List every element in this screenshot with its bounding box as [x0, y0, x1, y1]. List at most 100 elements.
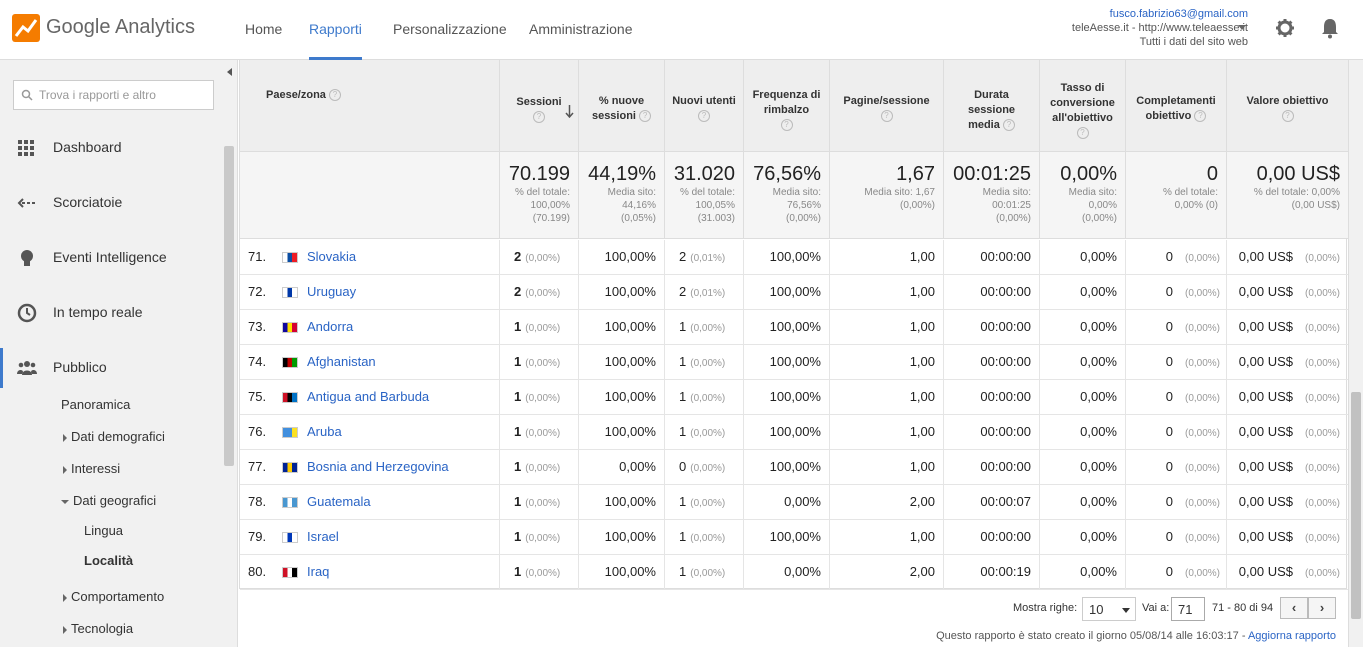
cell-value: 1 — [514, 564, 522, 579]
cell-value: 1,00 — [909, 319, 935, 334]
sidebar-sub-localita[interactable]: Località — [84, 553, 134, 568]
people-icon — [17, 361, 37, 375]
sidebar: Trova i rapporti e altro Dashboard Scorc… — [0, 60, 238, 647]
country-link[interactable]: Afghanistan — [307, 354, 376, 369]
country-link[interactable]: Bosnia and Herzegovina — [307, 459, 449, 474]
cell-value: 00:00:00 — [980, 284, 1031, 299]
page-scrollbar-thumb[interactable] — [1351, 392, 1361, 619]
google-analytics-logo[interactable]: Google Analytics — [12, 14, 195, 44]
totals-row-label — [240, 151, 500, 239]
prev-page-button[interactable]: ‹ — [1280, 597, 1308, 619]
total-value: 70.199 — [508, 163, 570, 185]
rows-per-page-select[interactable]: 10 — [1082, 597, 1136, 621]
cell-value: 0,00% — [1080, 494, 1117, 509]
cell-bounce: 0,00% — [744, 555, 830, 590]
cell-duration: 00:00:07 — [944, 485, 1040, 520]
col-header-value[interactable]: Valore obiettivo? — [1227, 60, 1348, 151]
col-header-new-users[interactable]: Nuovi utenti ? — [665, 60, 744, 151]
cell-percent: (0,00%) — [525, 358, 561, 369]
sidebar-sub-panoramica[interactable]: Panoramica — [61, 397, 131, 412]
next-page-button[interactable]: › — [1308, 597, 1336, 619]
cell-value: 0,00 US$ — [1238, 564, 1293, 579]
refresh-report-link[interactable]: Aggiorna rapporto — [1247, 630, 1336, 642]
nav-rapporti[interactable]: Rapporti — [309, 0, 362, 60]
nav-home[interactable]: Home — [245, 21, 283, 37]
help-icon[interactable]: ? — [1194, 110, 1207, 123]
sidebar-sub-lingua[interactable]: Lingua — [84, 523, 124, 538]
gear-icon[interactable] — [1275, 18, 1295, 38]
cell-percent: (0,00%) — [1304, 533, 1340, 544]
cell-value: 0 — [1165, 459, 1173, 474]
total-pages: 1,67 Media sito: 1,67 (0,00%) — [830, 151, 944, 239]
row-number: 73. — [248, 319, 267, 334]
country-link[interactable]: Guatemala — [307, 494, 371, 509]
shortcut-arrow-icon — [17, 198, 37, 208]
table-row: 77. Bosnia and Herzegovina 1 (0,00%) 0,00% 0(… — [240, 450, 1348, 485]
col-header-completions[interactable]: Completamenti obiettivo ? — [1126, 60, 1227, 151]
nav-amministrazione[interactable]: Amministrazione — [529, 21, 633, 37]
help-icon[interactable]: ? — [533, 111, 545, 124]
sidebar-item-tempo-reale[interactable]: In tempo reale — [0, 293, 222, 333]
help-icon[interactable]: ? — [1002, 119, 1015, 132]
col-header-sessions[interactable]: Sessioni? — [500, 60, 579, 151]
country-link[interactable]: Israel — [307, 529, 339, 544]
expand-arrow-icon — [63, 625, 67, 634]
cell-percent: (0,00%) — [1184, 428, 1220, 439]
country-link[interactable]: Aruba — [307, 424, 342, 439]
sidebar-item-pubblico[interactable]: Pubblico — [0, 348, 222, 388]
sidebar-sub-dati-demografici[interactable]: Dati demografici — [63, 429, 165, 444]
col-header-label: Sessioni — [516, 96, 562, 108]
cell-new-sessions: 100,00% — [579, 310, 665, 345]
country-link[interactable]: Slovakia — [307, 249, 357, 264]
col-header-duration[interactable]: Durata sessione media ? — [944, 60, 1040, 151]
total-caption: Media sito: — [982, 187, 1031, 198]
help-icon[interactable]: ? — [1076, 127, 1089, 140]
cell-new-users: 2 (0,01%) — [665, 240, 744, 275]
sidebar-scrollbar[interactable] — [224, 146, 234, 466]
nav-personalizzazione[interactable]: Personalizzazione — [393, 21, 507, 37]
cell-percent: (0,00%) — [690, 323, 726, 334]
sidebar-sub-interessi[interactable]: Interessi — [63, 461, 120, 476]
country-link[interactable]: Antigua and Barbuda — [307, 389, 430, 404]
cell-new-users: 1 (0,00%) — [665, 485, 744, 520]
col-header-bounce[interactable]: Frequenza di rimbalzo? — [744, 60, 830, 151]
cell-value: 1,00 — [909, 424, 935, 439]
country-link[interactable]: Uruguay — [307, 284, 357, 299]
country-link[interactable]: Andorra — [307, 319, 354, 334]
row-number: 77. — [248, 459, 267, 474]
cell-duration: 00:00:00 — [944, 275, 1040, 310]
col-header-conversion[interactable]: Tasso di conversione all'obiettivo? — [1040, 60, 1126, 151]
bell-icon[interactable] — [1320, 17, 1340, 39]
cell-conversion: 0,00% — [1040, 240, 1126, 275]
cell-value: 0,00% — [1080, 249, 1117, 264]
cell-value: 0,00 US$ — [1238, 319, 1293, 334]
sidebar-item-dashboard[interactable]: Dashboard — [0, 128, 222, 168]
help-icon[interactable]: ? — [698, 110, 710, 123]
cell-value: 0,00% — [784, 494, 821, 509]
col-header-pages[interactable]: Pagine/sessione? — [830, 60, 944, 151]
search-input[interactable]: Trova i rapporti e altro — [13, 80, 214, 110]
col-header-new-sessions[interactable]: % nuove sessioni ? — [579, 60, 665, 151]
account-selector[interactable]: fusco.fabrizio63@gmail.com teleAesse.it … — [1072, 7, 1248, 49]
col-header-country[interactable]: Paese/zona ? — [240, 60, 500, 151]
cell-country: 72. Uruguay — [240, 275, 500, 310]
sort-desc-icon[interactable] — [565, 105, 574, 118]
collapse-sidebar-icon[interactable] — [224, 66, 236, 78]
goto-row-input[interactable]: 71 — [1171, 597, 1205, 621]
sidebar-sub-tecnologia[interactable]: Tecnologia — [63, 621, 133, 636]
cell-value: 0,00 US$ (0,00%) — [1227, 345, 1348, 380]
cell-conversion: 0,00% — [1040, 450, 1126, 485]
help-icon[interactable]: ? — [639, 110, 652, 123]
country-link[interactable]: Iraq — [307, 564, 330, 579]
sidebar-sub-dati-geografici[interactable]: Dati geografici — [61, 493, 156, 508]
sidebar-item-eventi-intelligence[interactable]: Eventi Intelligence — [0, 238, 222, 278]
sidebar-item-scorciatoie[interactable]: Scorciatoie — [0, 183, 222, 223]
sidebar-sub-comportamento[interactable]: Comportamento — [63, 589, 164, 604]
help-icon[interactable]: ? — [328, 89, 341, 102]
help-icon[interactable]: ? — [780, 119, 793, 132]
col-header-label: Valore obiettivo — [1246, 95, 1329, 107]
cell-value: 0,00 US$ — [1238, 354, 1293, 369]
help-icon[interactable]: ? — [1281, 110, 1294, 123]
chevron-down-icon[interactable] — [1237, 22, 1247, 32]
help-icon[interactable]: ? — [880, 110, 893, 123]
